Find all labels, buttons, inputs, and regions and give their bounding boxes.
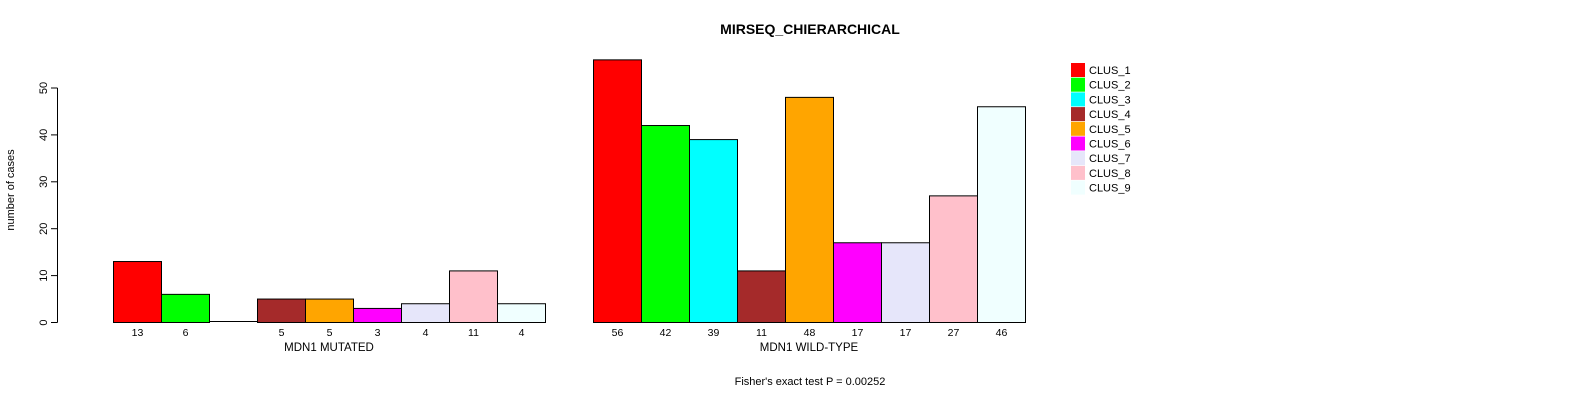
legend-swatch: [1071, 136, 1085, 151]
y-tick-label: 0: [38, 319, 50, 325]
group-label-mutated: MDN1 MUTATED: [284, 342, 374, 354]
bar: [353, 307, 402, 323]
bar: [497, 303, 546, 323]
bar-value-label: 56: [612, 327, 624, 339]
legend-swatch: [1071, 121, 1085, 136]
legend-label: CLUS_1: [1089, 65, 1131, 77]
bar: [785, 96, 834, 323]
legend-label: CLUS_3: [1089, 94, 1131, 106]
y-tick-label: 50: [38, 82, 50, 94]
bar-value-label: 48: [804, 327, 816, 339]
bar: [113, 261, 162, 323]
annotation-text: Fisher's exact test P = 0.00252: [735, 376, 886, 388]
legend-label: CLUS_5: [1089, 124, 1131, 136]
bar: [401, 303, 450, 323]
y-axis-title: number of cases: [5, 149, 17, 231]
legend-swatch: [1071, 63, 1085, 77]
bar-value-label: 6: [183, 327, 189, 339]
y-tick-label: 40: [38, 129, 50, 141]
bar-value-label: 46: [996, 327, 1008, 339]
bar-value-label: 3: [375, 327, 381, 339]
legend-label: CLUS_6: [1089, 139, 1131, 151]
bar-value-label: 11: [756, 327, 767, 339]
legend-swatch: [1071, 180, 1085, 195]
legend-label: CLUS_7: [1089, 153, 1131, 165]
y-tick-label: 20: [38, 223, 50, 235]
legend-swatch: [1071, 107, 1085, 122]
bar: [449, 270, 498, 324]
bar: [641, 125, 690, 323]
chart-title: MIRSEQ_CHIERARCHICAL: [720, 21, 900, 37]
legend-label: CLUS_8: [1089, 168, 1131, 180]
bar: [737, 270, 786, 324]
legend-label: CLUS_9: [1089, 183, 1131, 195]
bar-value-label: 11: [468, 327, 479, 339]
bar-value-label: 39: [708, 327, 720, 339]
bar: [305, 298, 354, 323]
bar-value-label: 4: [519, 327, 525, 339]
legend-swatch: [1071, 165, 1085, 180]
bar: [161, 293, 210, 323]
bar: [929, 195, 978, 323]
bar: [257, 298, 306, 323]
legend-swatch: [1071, 151, 1085, 166]
legend-label: CLUS_2: [1089, 80, 1131, 92]
y-tick-label: 30: [38, 176, 50, 188]
bar-value-label: 27: [948, 327, 960, 339]
bar: [689, 139, 738, 323]
legend-swatch: [1071, 77, 1085, 92]
bar-value-label: 13: [132, 327, 144, 339]
bar-value-label: 4: [423, 327, 429, 339]
group-label-wild-type: MDN1 WILD-TYPE: [760, 342, 859, 354]
bar-value-label: 17: [900, 327, 912, 339]
bar-value-label: 5: [327, 327, 333, 339]
bar-value-label: 42: [660, 327, 672, 339]
y-tick-label: 10: [38, 269, 50, 281]
bar: [977, 106, 1026, 324]
bar: [881, 242, 930, 324]
legend-swatch: [1071, 92, 1085, 107]
bar-value-label: 5: [279, 327, 285, 339]
bar: [593, 59, 642, 324]
legend-label: CLUS_4: [1089, 109, 1131, 121]
bar-value-label: 17: [852, 327, 864, 339]
bar: [833, 242, 882, 324]
